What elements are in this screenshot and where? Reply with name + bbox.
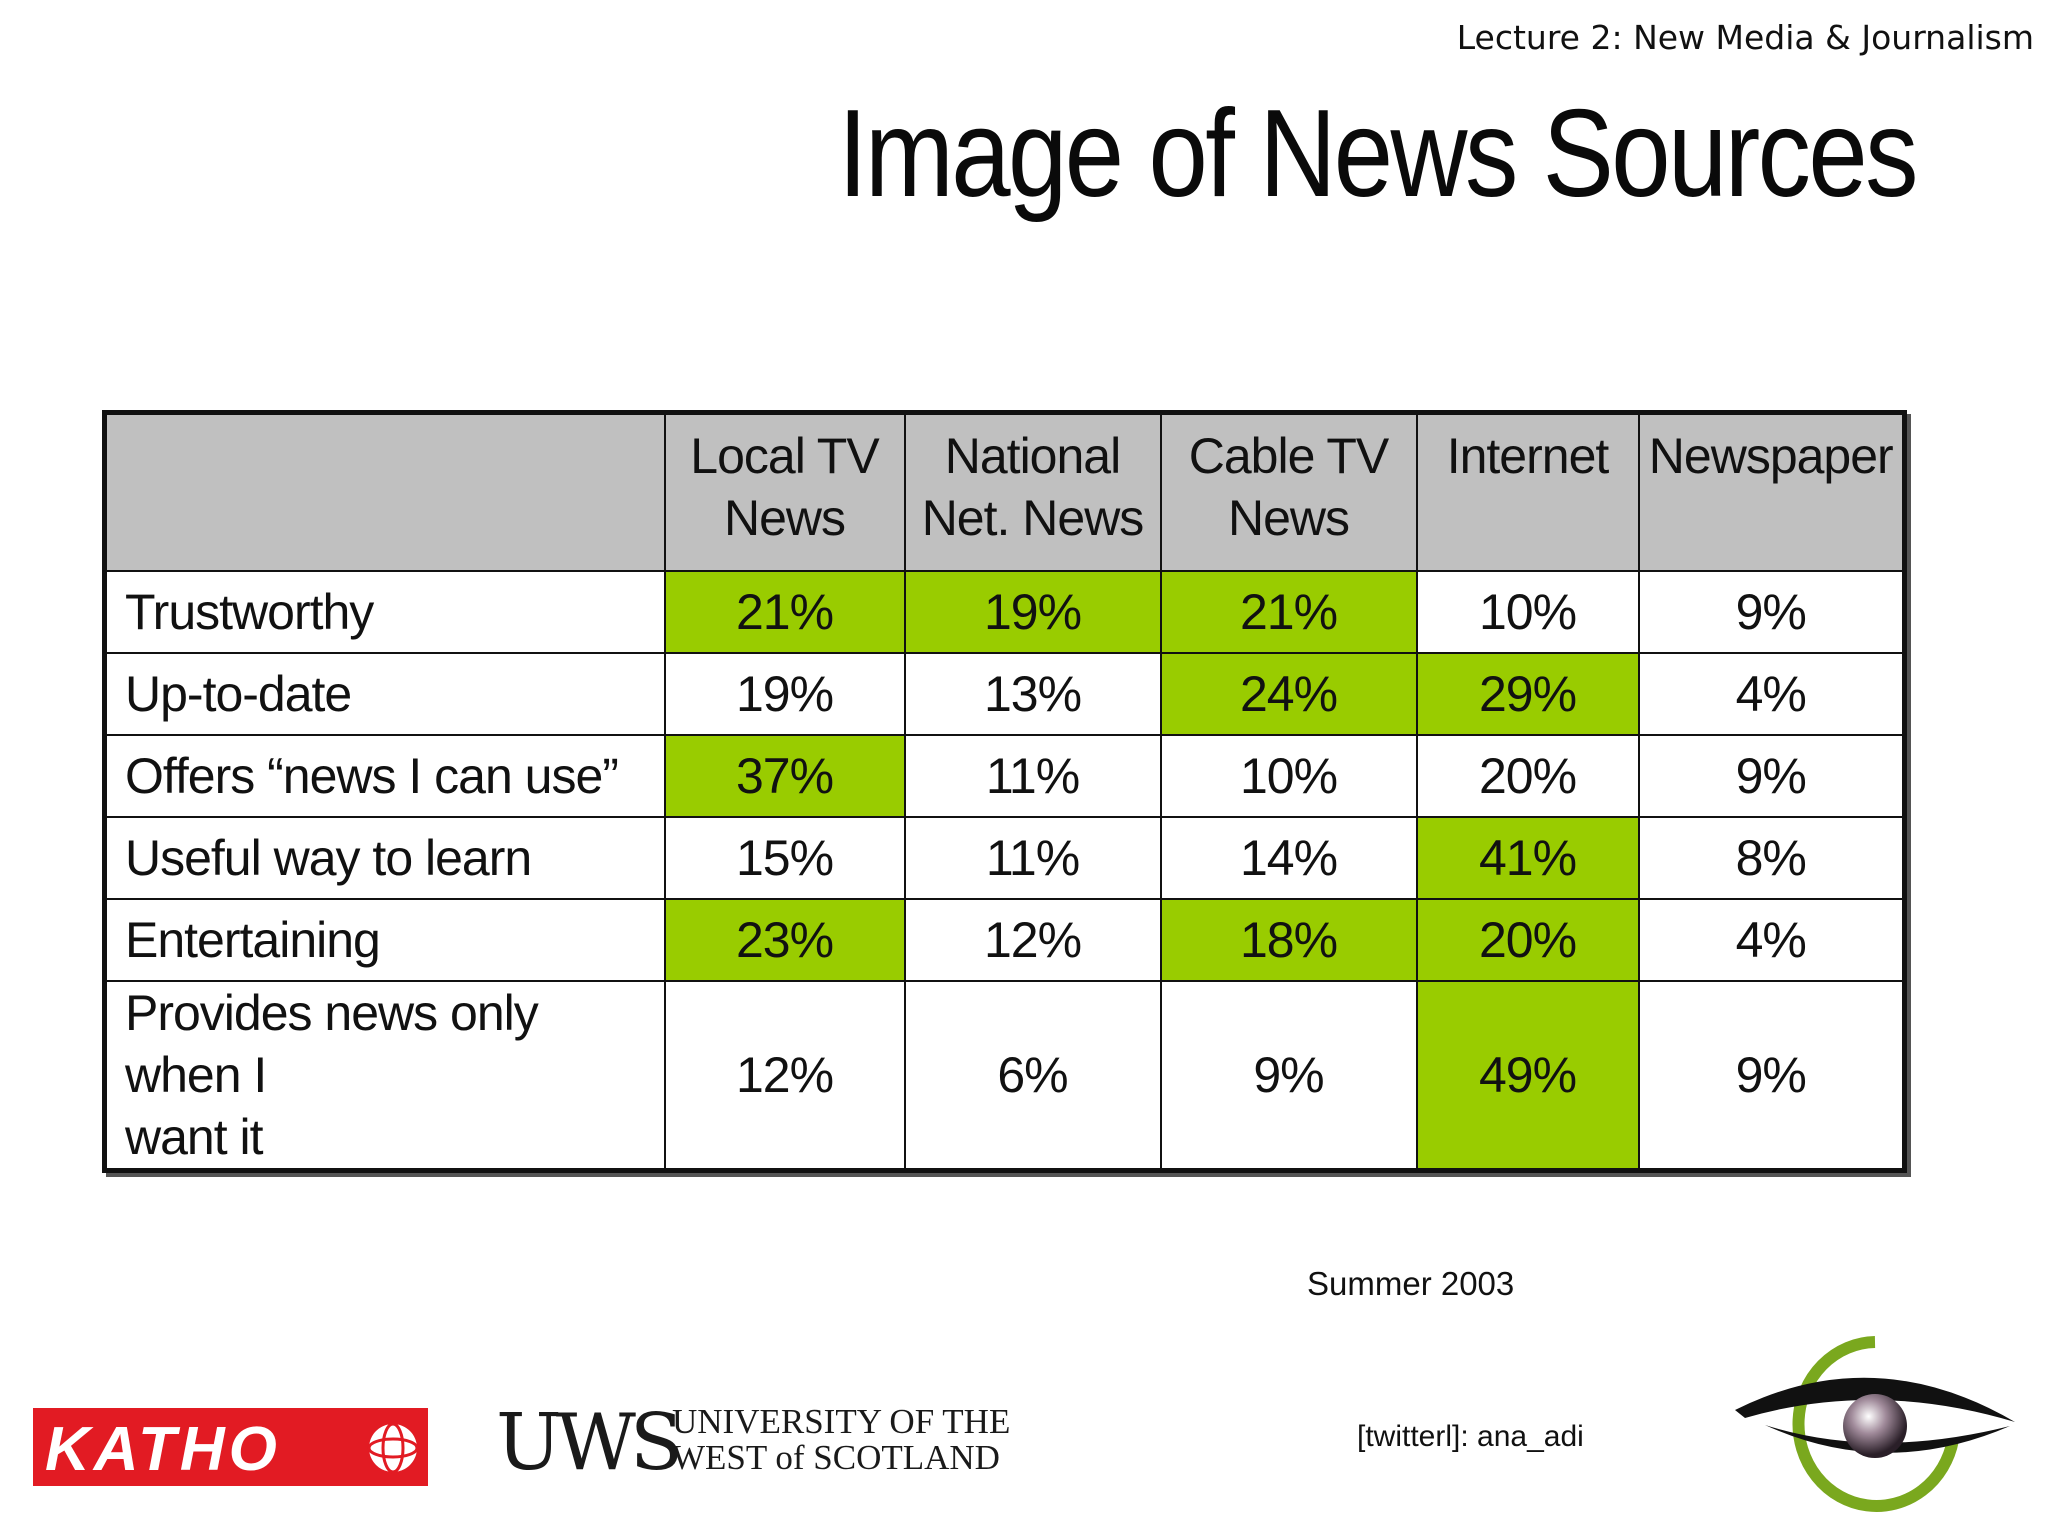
header-local-tv-news: Local TV News bbox=[663, 411, 906, 572]
table-cell: 8% bbox=[1637, 816, 1906, 900]
katho-logo-graphic: KATHO bbox=[45, 1415, 419, 1484]
header-cable-tv-news: Cable TV News bbox=[1159, 411, 1418, 572]
table-cell: 9% bbox=[1637, 734, 1906, 818]
table-cell: 4% bbox=[1637, 898, 1906, 982]
katho-wordmark: KATHO bbox=[45, 1415, 281, 1484]
table-row: Entertaining 23% 12% 18% 20% 4% bbox=[103, 898, 1906, 982]
table-cell: 37% bbox=[663, 734, 906, 818]
row-label: Offers “news I can use” bbox=[103, 734, 666, 818]
table-cell: 9% bbox=[1637, 980, 1906, 1172]
table-cell: 19% bbox=[663, 652, 906, 736]
uws-abbr: UWS bbox=[496, 1398, 683, 1488]
green-ring-icon bbox=[1792, 1336, 1959, 1512]
table-cell: 10% bbox=[1415, 570, 1640, 654]
lecture-label: Lecture 2: New Media & Journalism bbox=[1456, 18, 2034, 57]
table-row: Trustworthy 21% 19% 21% 10% 9% bbox=[103, 570, 1906, 654]
table-cell: 6% bbox=[903, 980, 1162, 1172]
table-cell: 20% bbox=[1415, 734, 1640, 818]
row-label: Useful way to learn bbox=[103, 816, 666, 900]
uws-name-line1: UNIVERSITY OF THE bbox=[672, 1402, 1011, 1441]
table-cell: 15% bbox=[663, 816, 906, 900]
eye-logo bbox=[1735, 1336, 2015, 1512]
header-newspaper: Newspaper bbox=[1637, 411, 1906, 572]
table-cell: 18% bbox=[1159, 898, 1418, 982]
table-cell: 23% bbox=[663, 898, 906, 982]
table-cell: 9% bbox=[1159, 980, 1418, 1172]
eye-lower-swoosh-icon bbox=[1765, 1425, 2010, 1453]
table-header-row: Local TV News National Net. News Cable TV N… bbox=[103, 411, 1906, 572]
globe-icon bbox=[367, 1422, 419, 1474]
slide-title: Image of News Sources bbox=[838, 85, 1918, 223]
header-national-net-news: National Net. News bbox=[903, 411, 1162, 572]
table-cell: 49% bbox=[1415, 980, 1640, 1172]
table-row: Up-to-date 19% 13% 24% 29% 4% bbox=[103, 652, 1906, 736]
table-cell: 21% bbox=[1159, 570, 1418, 654]
table-cell: 11% bbox=[903, 734, 1162, 818]
header-internet: Internet bbox=[1415, 411, 1640, 572]
table-cell: 20% bbox=[1415, 898, 1640, 982]
table-cell: 21% bbox=[663, 570, 906, 654]
table-cell: 41% bbox=[1415, 816, 1640, 900]
row-label: Entertaining bbox=[103, 898, 666, 982]
eye-ball-icon bbox=[1843, 1394, 1907, 1458]
table-cell: 24% bbox=[1159, 652, 1418, 736]
table-row: Useful way to learn 15% 11% 14% 41% 8% bbox=[103, 816, 1906, 900]
table-cell: 29% bbox=[1415, 652, 1640, 736]
table-cell: 12% bbox=[663, 980, 906, 1172]
katho-logo: KATHO bbox=[33, 1408, 428, 1486]
table-row: Offers “news I can use” 37% 11% 10% 20% … bbox=[103, 734, 1906, 818]
news-sources-table: Local TV News National Net. News Cable TV N… bbox=[102, 410, 1907, 1173]
uws-logo: UWS UNIVERSITY OF THE WEST of SCOTLAND bbox=[496, 1398, 1010, 1488]
table-cell: 13% bbox=[903, 652, 1162, 736]
header-corner-cell bbox=[103, 411, 666, 572]
table-cell: 4% bbox=[1637, 652, 1906, 736]
table-cell: 9% bbox=[1637, 570, 1906, 654]
table-cell: 12% bbox=[903, 898, 1162, 982]
uws-name-line2: WEST of SCOTLAND bbox=[672, 1438, 1000, 1477]
twitter-handle: [twitterl]: ana_adi bbox=[1357, 1420, 1584, 1453]
table-cell: 10% bbox=[1159, 734, 1418, 818]
table-cell: 14% bbox=[1159, 816, 1418, 900]
table-cell: 11% bbox=[903, 816, 1162, 900]
row-label: Trustworthy bbox=[103, 570, 666, 654]
date-label: Summer 2003 bbox=[1307, 1265, 1515, 1302]
row-label: Up-to-date bbox=[103, 652, 666, 736]
table-cell: 19% bbox=[903, 570, 1162, 654]
